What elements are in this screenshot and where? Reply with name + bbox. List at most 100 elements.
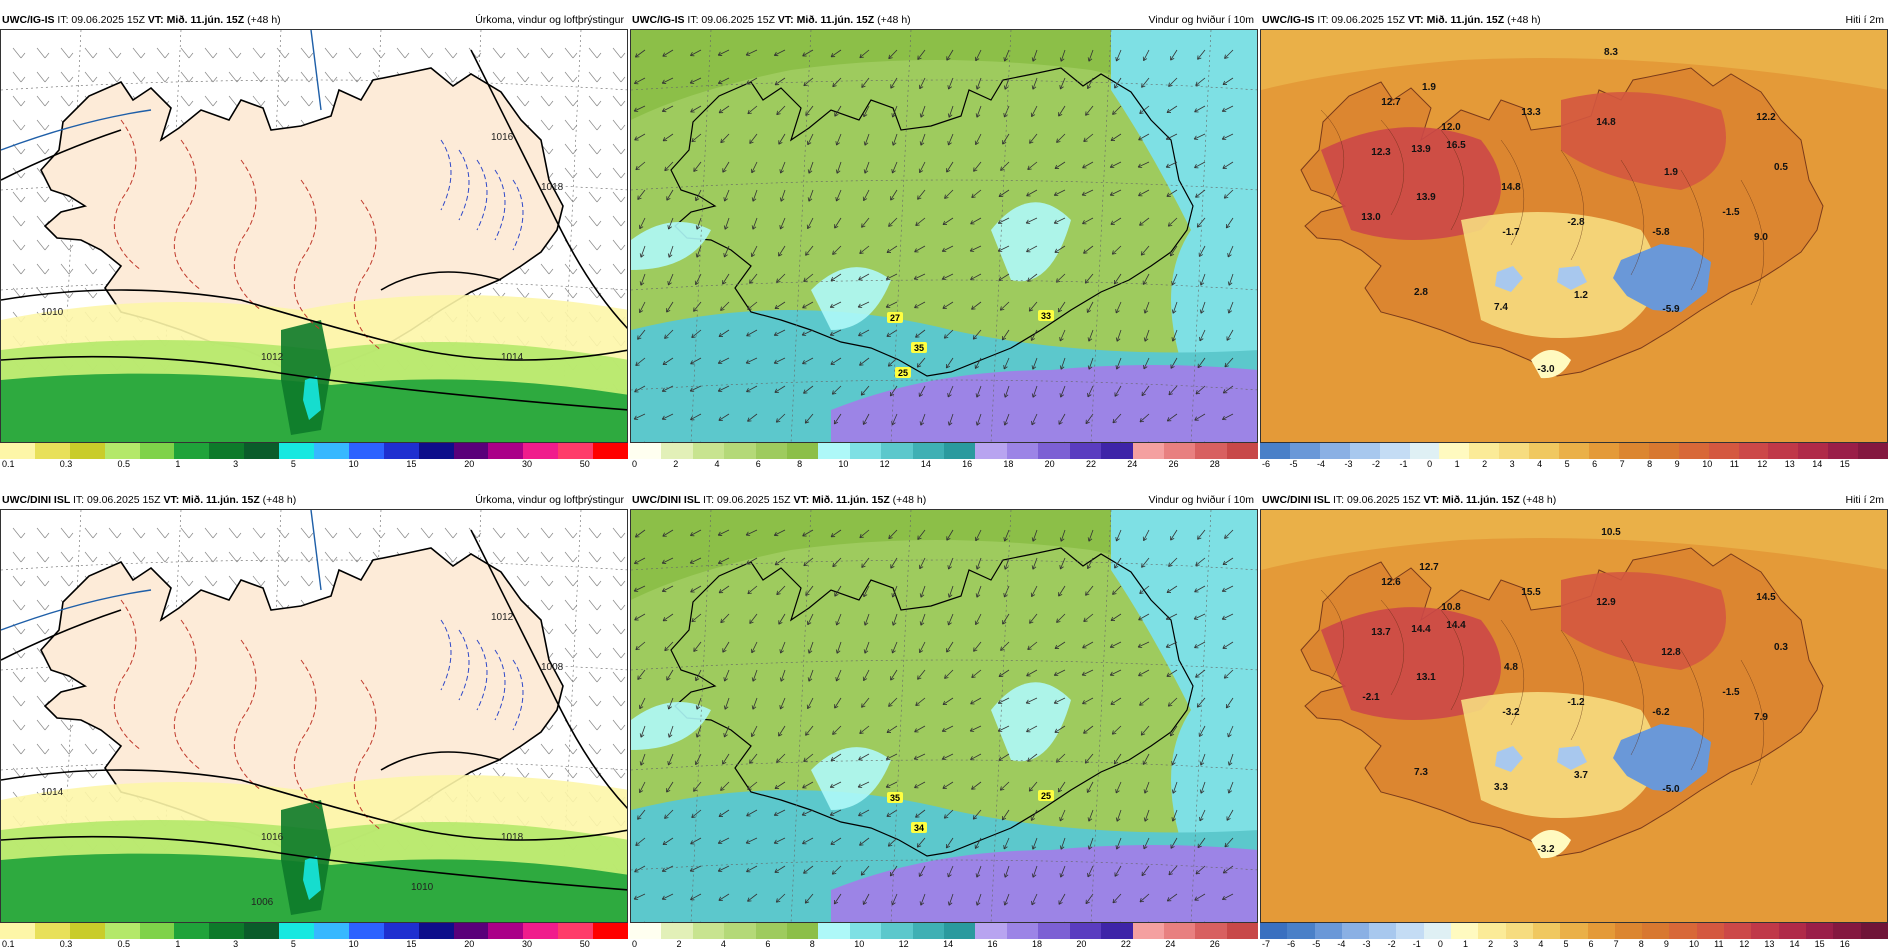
colorbar-tick: 8 (1647, 459, 1653, 469)
model-name: UWC/DINI ISL (632, 494, 703, 506)
colorbar-tick: 3 (233, 459, 239, 469)
colorbar-swatch (1287, 923, 1315, 939)
colorbar-swatch (724, 443, 756, 459)
temp-label: 9.0 (1754, 232, 1768, 243)
colorbar-swatch (453, 923, 489, 939)
colorbar-tick: 1 (1462, 939, 1468, 949)
colorbar-swatch (1805, 923, 1834, 939)
temp-label: 13.0 (1361, 212, 1381, 223)
colorbar-swatch (881, 443, 913, 459)
colorbar-tick: -4 (1337, 939, 1346, 949)
colorbar-swatch (692, 443, 725, 459)
colorbar-tick: 30 (521, 459, 532, 469)
panel-dini-wind: UWC/DINI ISL IT: 09.06.2025 15Z VT: Mið.… (630, 492, 1259, 950)
colorbar-swatch (244, 443, 280, 459)
colorbar-swatch (1226, 443, 1259, 459)
colorbar-swatch (1163, 443, 1196, 459)
colorbar-ticks: 0.1 0.3 0.5 1 3 5 10 15 20 30 50 (0, 459, 628, 470)
isobar (470, 49, 627, 330)
colorbar-swatch (1038, 443, 1070, 459)
colorbar-swatch (1614, 923, 1643, 939)
colorbar-tick: 4 (1538, 939, 1544, 949)
colorbar-swatch (1006, 443, 1039, 459)
warm-area (1561, 572, 1726, 670)
colorbar-tick: 26 (1168, 459, 1179, 469)
temp-label: 1.2 (1574, 290, 1588, 301)
colorbar (1260, 443, 1889, 459)
colorbar-tick: 2 (676, 939, 682, 949)
colorbar-swatch (692, 923, 725, 939)
colorbar-tick: 18 (1003, 459, 1014, 469)
colorbar-swatch (174, 443, 210, 459)
init-time: IT: 09.06.2025 15Z (1332, 494, 1424, 506)
colorbar-swatch (1319, 443, 1350, 459)
temp-label: 7.3 (1414, 767, 1428, 778)
colorbar-tick: 28 (1209, 459, 1220, 469)
temp-label: 14.8 (1596, 117, 1616, 128)
colorbar-tick: 7 (1619, 459, 1625, 469)
colorbar-swatch (787, 443, 819, 459)
isobar-label: 1012 (261, 352, 284, 363)
colorbar-tick: 16 (1839, 939, 1850, 949)
colorbar-tick: -6 (1262, 459, 1271, 469)
colorbar-ticks: -6 -5 -4 -3 -2 -1 0 1 2 3 4 5 6 7 8 9 10 11 12 13 14 15 (1260, 459, 1888, 470)
temp-label: -5.9 (1662, 304, 1680, 315)
wind-vectors (633, 49, 1234, 442)
colorbar-swatch (1341, 923, 1370, 939)
colorbar-swatch (453, 443, 489, 459)
gust-label: 25 (1038, 790, 1054, 801)
colorbar-tick: 2 (1482, 459, 1488, 469)
colorbar-tick: 12 (898, 939, 909, 949)
colorbar-swatch (1195, 443, 1227, 459)
panel-igis-temp: UWC/IG-IS IT: 09.06.2025 15Z VT: Mið. 11… (1260, 12, 1889, 470)
colorbar-tick: 6 (765, 939, 771, 949)
temp-label: 13.9 (1411, 144, 1431, 155)
temp-label: 10.5 (1601, 527, 1621, 538)
colorbar-tick: 10 (1689, 939, 1700, 949)
colorbar-tick: 15 (406, 939, 417, 949)
temp-label: 13.3 (1521, 107, 1541, 118)
precip-area (303, 376, 321, 420)
colorbar-tick: 12 (879, 459, 890, 469)
init-time: IT: 09.06.2025 15Z (72, 494, 164, 506)
temp-label: -3.0 (1537, 364, 1555, 375)
colorbar-tick: 15 (406, 459, 417, 469)
colorbar-swatch (661, 443, 693, 459)
isobar (1, 129, 122, 181)
wind-area (1111, 510, 1257, 870)
valid-time: VT: Mið. 11.jún. 15Z (163, 494, 263, 506)
colorbar-swatch (1349, 443, 1380, 459)
colorbar-tick: 15 (1839, 459, 1850, 469)
colorbar-swatch (593, 923, 629, 939)
colorbar-tick: 5 (1564, 459, 1570, 469)
gust-label: 35 (887, 792, 903, 803)
panel-dini-temp: UWC/DINI ISL IT: 09.06.2025 15Z VT: Mið.… (1260, 492, 1888, 950)
colorbar-swatch (1379, 443, 1410, 459)
isobar (1, 289, 627, 361)
colorbar-swatch (755, 443, 788, 459)
colorbar-swatch (630, 923, 662, 939)
colorbar-swatch (1101, 443, 1133, 459)
run-info: UWC/IG-IS IT: 09.06.2025 15Z VT: Mið. 11… (632, 12, 911, 28)
colorbar-swatch (1038, 923, 1070, 939)
colorbar-swatch (1587, 923, 1615, 939)
temp-label: 4.8 (1504, 662, 1518, 673)
colorbar-tick: 14 (1812, 459, 1823, 469)
colorbar (0, 923, 629, 939)
colorbar-swatch (1828, 443, 1859, 459)
colorbar-tick: 50 (579, 459, 590, 469)
colorbar-tick: -3 (1344, 459, 1353, 469)
colorbar-tick: 18 (1031, 939, 1042, 949)
colorbar-tick: 1 (175, 459, 181, 469)
colorbar-swatch (593, 443, 629, 459)
lead-time: (+48 h) (1522, 494, 1557, 506)
colorbar-swatch (1396, 923, 1424, 939)
colorbar-tick: 10 (348, 459, 359, 469)
colorbar-swatch (1588, 443, 1619, 459)
colorbar-ticks: 0.1 0.3 0.5 1 3 5 10 15 20 30 50 (0, 939, 628, 950)
lead-time: (+48 h) (877, 14, 911, 26)
colorbar-swatch (912, 923, 945, 939)
colorbar-tick: 0.3 (59, 939, 73, 949)
panel-header: UWC/IG-IS IT: 09.06.2025 15Z VT: Mið. 11… (1260, 12, 1888, 28)
temp-label: -3.2 (1502, 707, 1520, 718)
